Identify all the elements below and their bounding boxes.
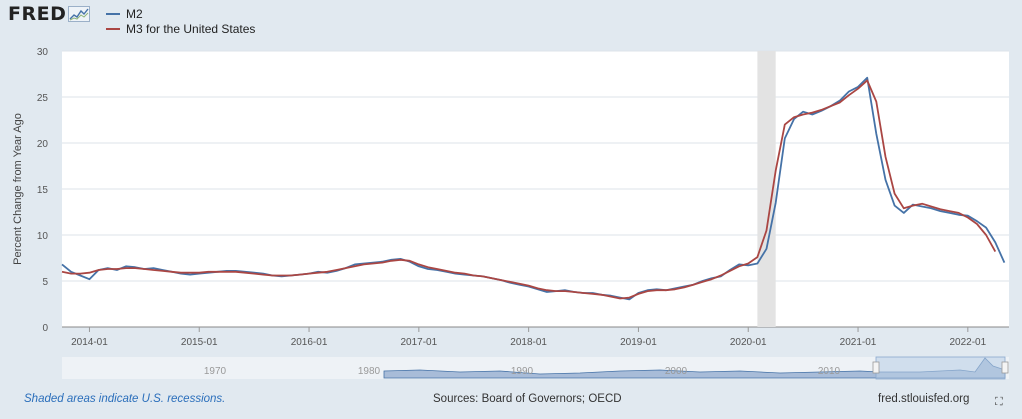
recession-shading bbox=[757, 51, 776, 327]
chart-legend: M2 M3 for the United States bbox=[106, 6, 255, 36]
navigator-label-2000: 2000 bbox=[665, 366, 688, 377]
legend-swatch-m3 bbox=[106, 27, 120, 30]
series-line-m3[interactable] bbox=[61, 79, 997, 300]
range-navigator[interactable]: 1970 1980 1990 2000 2010 bbox=[62, 356, 1009, 380]
grid-lines bbox=[62, 50, 1009, 328]
navigator-selection[interactable] bbox=[875, 356, 1006, 380]
x-tick-label-2017-01: 2017-01 bbox=[400, 337, 437, 348]
x-tick-label-2022-01: 2022-01 bbox=[949, 337, 986, 348]
y-tick-label-25: 25 bbox=[37, 93, 49, 104]
chart-area[interactable]: 0 5 10 15 20 25 30 2014-01 2015-01 2016-01 2017-0… bbox=[0, 0, 1022, 390]
x-tick-label-2014-01: 2014-01 bbox=[71, 337, 108, 348]
y-tick-label-5: 5 bbox=[42, 277, 48, 288]
navigator-label-1980: 1980 bbox=[358, 366, 381, 377]
navigator-handle-right[interactable] bbox=[1001, 361, 1009, 374]
legend-label-m2: M2 bbox=[126, 6, 143, 21]
y-tick-label-15: 15 bbox=[37, 185, 49, 196]
x-tick-label-2018-01: 2018-01 bbox=[510, 337, 547, 348]
y-axis-label: Percent Change from Year Ago bbox=[12, 113, 24, 265]
fred-sparkline-icon bbox=[68, 6, 91, 22]
site-link[interactable]: fred.stlouisfed.org bbox=[878, 393, 970, 405]
y-tick-label-0: 0 bbox=[42, 323, 48, 334]
y-axis: 0 5 10 15 20 25 30 bbox=[37, 47, 49, 334]
y-tick-label-20: 20 bbox=[37, 139, 49, 150]
recession-band bbox=[757, 51, 776, 327]
legend-swatch-m2 bbox=[106, 12, 120, 15]
series-lines bbox=[61, 76, 1006, 301]
x-tick-label-2021-01: 2021-01 bbox=[840, 337, 877, 348]
legend-label-m3: M3 for the United States bbox=[126, 21, 256, 36]
x-axis: 2014-01 2015-01 2016-01 2017-01 2018-01 2019-… bbox=[71, 327, 987, 348]
fred-logo-text: FRED bbox=[8, 3, 67, 25]
fred-logo[interactable]: FRED bbox=[8, 3, 91, 25]
x-tick-label-2016-01: 2016-01 bbox=[291, 337, 328, 348]
sources-text: Sources: Board of Governors; OECD bbox=[433, 393, 622, 405]
fullscreen-icon[interactable]: ⛶ bbox=[995, 396, 1003, 408]
legend-item-m3[interactable]: M3 for the United States bbox=[106, 21, 255, 36]
x-tick-label-2019-01: 2019-01 bbox=[620, 337, 657, 348]
recessions-note: Shaded areas indicate U.S. recessions. bbox=[24, 393, 226, 405]
navigator-label-2010: 2010 bbox=[818, 366, 841, 377]
navigator-handle-left[interactable] bbox=[872, 361, 880, 374]
y-tick-label-30: 30 bbox=[37, 47, 49, 58]
x-tick-label-2020-01: 2020-01 bbox=[730, 337, 767, 348]
x-tick-label-2015-01: 2015-01 bbox=[181, 337, 218, 348]
legend-item-m2[interactable]: M2 bbox=[106, 6, 255, 21]
navigator-label-1970: 1970 bbox=[204, 366, 227, 377]
navigator-label-1990: 1990 bbox=[511, 366, 534, 377]
y-tick-label-10: 10 bbox=[37, 231, 49, 242]
